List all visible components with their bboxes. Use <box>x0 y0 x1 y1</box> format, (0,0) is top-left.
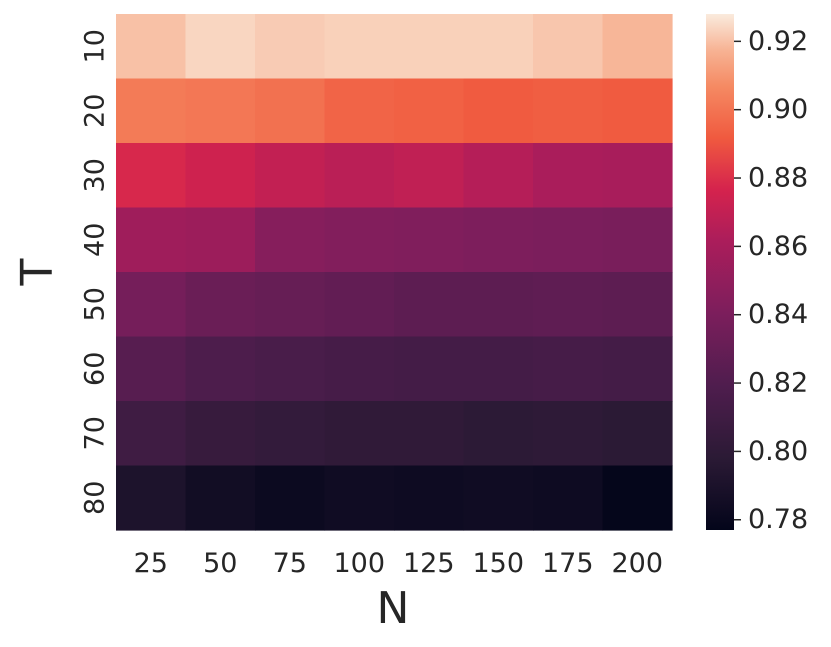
heatmap-cell <box>463 207 534 273</box>
heatmap-cell <box>116 78 187 144</box>
heatmap-cell <box>394 14 465 80</box>
heatmap-cell <box>185 336 256 402</box>
heatmap-cell <box>185 207 256 273</box>
heatmap-cell <box>394 401 465 467</box>
heatmap-cell <box>324 143 395 209</box>
heatmap-cell <box>463 336 534 402</box>
heatmap-cell <box>116 336 187 402</box>
heatmap-cell <box>255 143 326 209</box>
heatmap-cell <box>116 143 187 209</box>
y-tick-label: 60 <box>80 352 111 386</box>
heatmap-cell <box>602 207 673 273</box>
heatmap-cell <box>533 465 604 531</box>
heatmap-cell <box>185 272 256 338</box>
x-tick-label: 50 <box>203 548 237 579</box>
colorbar-ticks: 0.78 0.80 0.82 0.84 0.86 0.88 0.90 0.92 <box>734 26 808 535</box>
y-tick-label: 30 <box>80 158 111 192</box>
heatmap-cell <box>533 143 604 209</box>
colorbar-tick-label: 0.82 <box>748 368 808 399</box>
heatmap-cell <box>255 14 326 80</box>
heatmap-cell <box>116 401 187 467</box>
y-tick-label: 80 <box>80 481 111 515</box>
heatmap-cell <box>533 78 604 144</box>
x-tick-label: 150 <box>472 548 524 579</box>
heatmap-cell <box>255 78 326 144</box>
heatmap-cell <box>463 14 534 80</box>
heatmap-cell <box>463 401 534 467</box>
x-tick-label: 175 <box>542 548 594 579</box>
heatmap-cell <box>255 401 326 467</box>
heatmap-cell <box>324 207 395 273</box>
heatmap-cell <box>463 78 534 144</box>
x-tick-label: 75 <box>273 548 307 579</box>
heatmap-cell <box>533 14 604 80</box>
heatmap-cell <box>255 336 326 402</box>
x-axis-label: N <box>377 583 410 634</box>
y-tick-label: 40 <box>80 223 111 257</box>
heatmap-cells <box>116 14 673 531</box>
heatmap-cell <box>394 78 465 144</box>
colorbar-tick-label: 0.86 <box>748 231 808 262</box>
heatmap-cell <box>463 272 534 338</box>
heatmap-cell <box>533 401 604 467</box>
colorbar-tick-label: 0.78 <box>748 504 808 535</box>
heatmap-cell <box>116 207 187 273</box>
heatmap-cell <box>324 78 395 144</box>
heatmap-cell <box>116 465 187 531</box>
heatmap-cell <box>602 336 673 402</box>
x-tick-label: 100 <box>333 548 385 579</box>
heatmap-cell <box>185 401 256 467</box>
y-tick-label: 20 <box>80 94 111 128</box>
colorbar-tick-label: 0.90 <box>748 94 808 125</box>
heatmap-cell <box>324 14 395 80</box>
heatmap-cell <box>324 465 395 531</box>
heatmap-cell <box>602 401 673 467</box>
heatmap-cell <box>185 465 256 531</box>
heatmap-cell <box>324 336 395 402</box>
y-tick-label: 10 <box>80 29 111 63</box>
heatmap-cell <box>394 465 465 531</box>
heatmap-cell <box>116 272 187 338</box>
colorbar-tick-label: 0.84 <box>748 299 808 330</box>
y-tick-labels: 10 20 30 40 50 60 70 80 <box>80 29 111 515</box>
x-tick-label: 125 <box>403 548 455 579</box>
x-tick-labels: 25 50 75 100 125 150 175 200 <box>134 548 663 579</box>
heatmap-cell <box>602 14 673 80</box>
heatmap-cell <box>533 272 604 338</box>
y-tick-label: 50 <box>80 287 111 321</box>
x-tick-label: 25 <box>134 548 168 579</box>
heatmap-cell <box>463 465 534 531</box>
heatmap-cell <box>463 143 534 209</box>
colorbar-tick-label: 0.80 <box>748 436 808 467</box>
y-tick-label: 70 <box>80 416 111 450</box>
heatmap-cell <box>602 465 673 531</box>
heatmap-cell <box>185 143 256 209</box>
heatmap-cell <box>602 143 673 209</box>
heatmap-cell <box>324 401 395 467</box>
colorbar-tick-label: 0.88 <box>748 163 808 194</box>
y-axis-label: T <box>12 258 63 286</box>
heatmap-cell <box>185 14 256 80</box>
heatmap-cell <box>394 143 465 209</box>
heatmap-cell <box>255 465 326 531</box>
heatmap-cell <box>394 336 465 402</box>
heatmap-cell <box>533 207 604 273</box>
heatmap-cell <box>255 207 326 273</box>
heatmap-cell <box>394 272 465 338</box>
heatmap-cell <box>533 336 604 402</box>
heatmap-cell <box>185 78 256 144</box>
heatmap-cell <box>602 272 673 338</box>
heatmap-cell <box>116 14 187 80</box>
heatmap-cell <box>324 272 395 338</box>
x-tick-label: 200 <box>611 548 663 579</box>
colorbar <box>706 14 734 530</box>
heatmap-cell <box>394 207 465 273</box>
heatmap-cell <box>255 272 326 338</box>
colorbar-tick-label: 0.92 <box>748 26 808 57</box>
heatmap-cell <box>602 78 673 144</box>
